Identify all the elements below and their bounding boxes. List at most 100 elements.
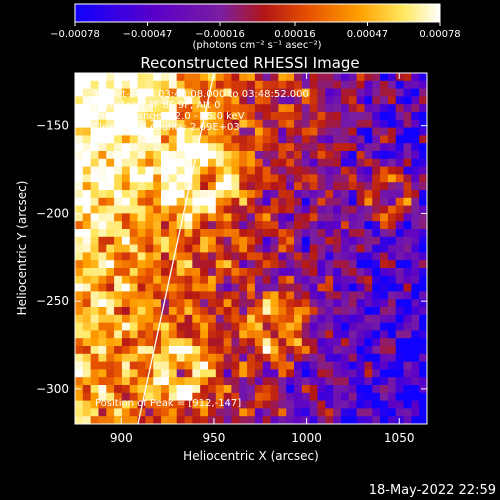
heatmap-cell	[137, 213, 146, 222]
heatmap-cell	[121, 314, 131, 324]
heatmap-cell	[90, 299, 99, 308]
heatmap-cell	[340, 244, 350, 253]
heatmap-cell	[98, 88, 107, 97]
heatmap-cell	[200, 229, 209, 238]
heatmap-cell	[395, 244, 405, 253]
heatmap-cell	[340, 361, 350, 370]
heatmap-cell	[137, 338, 146, 347]
heatmap-cell	[348, 143, 358, 152]
heatmap-cell	[294, 260, 303, 269]
heatmap-cell	[137, 244, 146, 253]
heatmap-cell	[168, 151, 178, 160]
heatmap-cell	[403, 307, 412, 316]
heatmap-cell	[364, 127, 373, 136]
heatmap-cell	[145, 353, 154, 363]
heatmap-cell	[309, 143, 318, 152]
heatmap-cell	[223, 260, 232, 269]
heatmap-cell	[98, 416, 107, 424]
heatmap-cell	[207, 221, 217, 230]
heatmap-cell	[98, 244, 107, 253]
heatmap-cell	[395, 127, 405, 136]
heatmap-cell	[153, 119, 162, 129]
heatmap-cell	[317, 291, 326, 300]
heatmap-cell	[75, 299, 84, 308]
heatmap-cell	[387, 416, 397, 424]
heatmap-cell	[419, 96, 427, 105]
heatmap-cell	[278, 112, 287, 121]
heatmap-cell	[411, 182, 420, 191]
heatmap-cell	[121, 143, 131, 152]
annotation-energy-range: Energy Range: 12.0 - 25.0 keV	[92, 111, 245, 122]
heatmap-cell	[325, 104, 334, 113]
heatmap-cell	[215, 205, 225, 214]
heatmap-cell	[301, 369, 311, 378]
heatmap-cell	[419, 143, 427, 152]
heatmap-cell	[161, 205, 170, 214]
heatmap-cell	[262, 119, 272, 129]
heatmap-cell	[286, 166, 295, 175]
heatmap-cell	[372, 252, 381, 261]
heatmap-cell	[419, 260, 427, 269]
heatmap-cell	[403, 346, 412, 355]
heatmap-cell	[286, 392, 295, 402]
heatmap-cell	[286, 174, 295, 183]
heatmap-cell	[168, 174, 178, 183]
heatmap-cell	[309, 416, 318, 424]
heatmap-cell	[403, 283, 412, 292]
heatmap-cell	[364, 377, 373, 386]
heatmap-cell	[82, 80, 92, 90]
heatmap-cell	[98, 151, 107, 160]
heatmap-cell	[340, 127, 350, 136]
heatmap-cell	[168, 275, 178, 285]
heatmap-cell	[348, 392, 358, 402]
heatmap-cell	[129, 322, 139, 331]
heatmap-cell	[395, 213, 405, 222]
heatmap-cell	[184, 73, 193, 82]
heatmap-cell	[301, 314, 311, 324]
heatmap-cell	[176, 88, 186, 97]
heatmap-cell	[153, 143, 162, 152]
heatmap-cell	[356, 151, 365, 160]
heatmap-cell	[200, 236, 209, 246]
heatmap-cell	[137, 346, 146, 355]
heatmap-cell	[364, 283, 373, 292]
heatmap-cell	[231, 73, 240, 82]
heatmap-cell	[168, 314, 178, 324]
heatmap-cell	[395, 104, 405, 113]
heatmap-cell	[317, 205, 326, 214]
heatmap-cell	[176, 330, 186, 339]
heatmap-cell	[129, 275, 139, 285]
heatmap-cell	[129, 377, 139, 386]
heatmap-cell	[348, 182, 358, 191]
colorbar-tick-label: 0.00047	[347, 29, 388, 40]
heatmap-cell	[161, 322, 170, 331]
heatmap-cell	[223, 268, 232, 277]
heatmap-cell	[137, 252, 146, 261]
heatmap-cell	[153, 346, 162, 355]
heatmap-cell	[333, 112, 342, 121]
heatmap-cell	[145, 236, 154, 246]
heatmap-cell	[403, 252, 412, 261]
heatmap-cell	[192, 244, 201, 253]
heatmap-cell	[176, 307, 186, 316]
heatmap-cell	[223, 190, 232, 199]
heatmap-cell	[372, 88, 381, 97]
heatmap-cell	[75, 236, 84, 246]
heatmap-cell	[325, 291, 334, 300]
heatmap-cell	[153, 408, 162, 417]
heatmap-cell	[294, 408, 303, 417]
heatmap-cell	[317, 104, 326, 113]
heatmap-cell	[301, 307, 311, 316]
heatmap-cell	[145, 88, 154, 97]
heatmap-cell	[270, 307, 279, 316]
heatmap-cell	[90, 416, 99, 424]
heatmap-cell	[278, 96, 287, 105]
heatmap-cell	[348, 229, 358, 238]
heatmap-cell	[309, 283, 318, 292]
heatmap-cell	[395, 322, 405, 331]
heatmap-cell	[82, 369, 92, 378]
heatmap-cell	[286, 143, 295, 152]
heatmap-cell	[184, 416, 193, 424]
heatmap-cell	[411, 283, 420, 292]
heatmap-cell	[380, 385, 389, 394]
